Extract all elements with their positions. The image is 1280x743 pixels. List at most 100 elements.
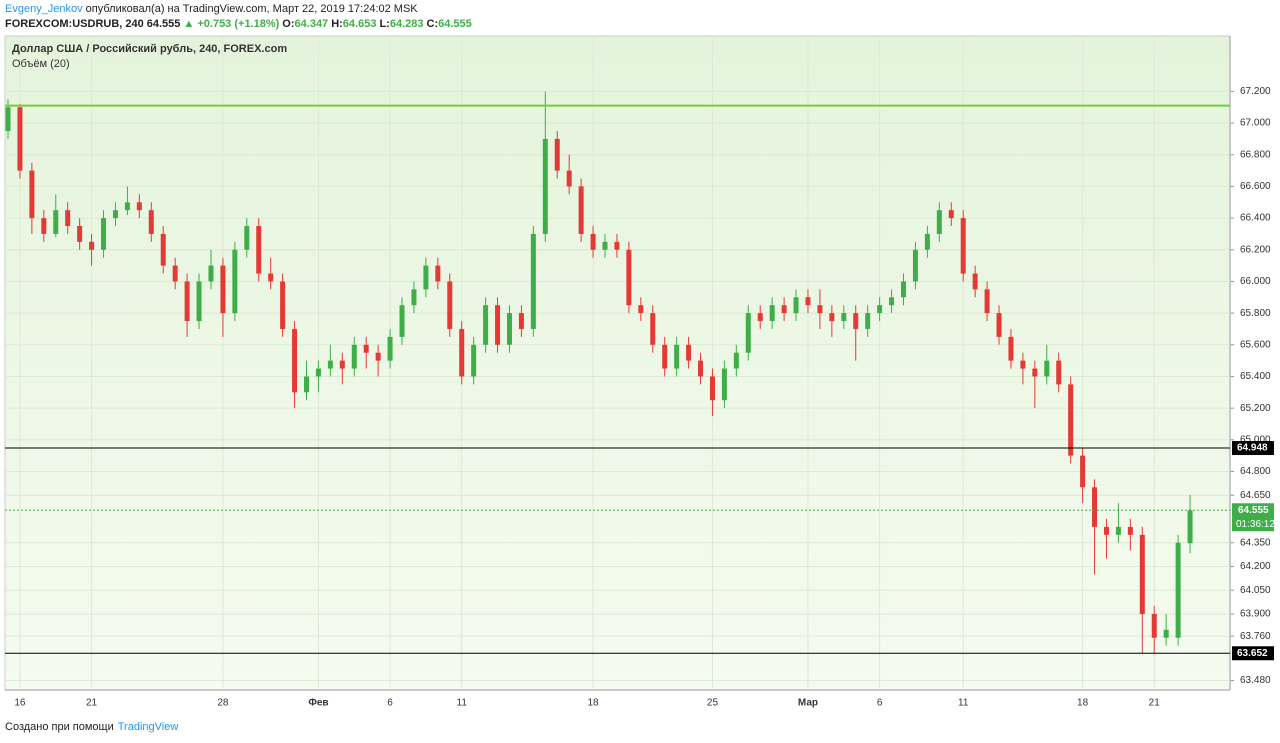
brand-link[interactable]: TradingView <box>117 721 179 733</box>
candle-body <box>387 336 393 361</box>
y-tick-label: 65.400 <box>1240 371 1271 382</box>
candle-body <box>256 226 262 274</box>
candle-body <box>1151 613 1157 638</box>
candle-body <box>721 368 727 401</box>
chart-title: Доллар США / Российский рубль, 240, FORE… <box>12 43 287 55</box>
candle-body <box>542 138 548 234</box>
y-tick-label: 63.480 <box>1240 675 1271 686</box>
candle-body <box>984 289 990 314</box>
symbol: FOREXCOM:USDRUB, 240 <box>5 18 144 30</box>
candle-body <box>865 313 871 329</box>
x-tick-label: 16 <box>14 698 26 709</box>
candle-body <box>1020 360 1026 369</box>
candle-body <box>1056 360 1062 385</box>
candle-body <box>280 281 286 329</box>
candle-body <box>208 265 214 282</box>
candle-body <box>363 344 369 353</box>
candle-body <box>136 202 142 211</box>
footer-text: Создано при помощи <box>5 721 114 733</box>
candle-body <box>793 297 799 314</box>
c-label: C: <box>426 18 439 30</box>
candle-body <box>686 344 692 361</box>
l-label: L: <box>379 18 390 30</box>
y-tick-label: 64.050 <box>1240 585 1271 596</box>
x-tick-label: 21 <box>1149 698 1161 709</box>
y-tick-label: 65.600 <box>1240 339 1271 350</box>
plot-area <box>4 35 1231 691</box>
candle-body <box>614 241 620 250</box>
symbol-line: FOREXCOM:USDRUB, 240 64.555 ▲ +0.753 (+1.1… <box>5 18 475 30</box>
y-tick-label: 64.800 <box>1240 466 1271 477</box>
candle-body <box>483 305 489 345</box>
candle-body <box>733 352 739 369</box>
candle-body <box>411 289 417 306</box>
candle-body <box>996 313 1002 337</box>
candle-body <box>506 313 512 345</box>
candle-body <box>877 305 883 314</box>
candle-body <box>1163 629 1169 638</box>
published: опубликовал(а) на TradingView.com, Март … <box>85 3 418 15</box>
candle-body <box>674 344 680 369</box>
price-tag <box>1232 646 1274 661</box>
candle-body <box>912 249 918 282</box>
candle-body <box>650 313 656 345</box>
last-price-tag <box>1232 503 1274 532</box>
candle-body <box>315 368 321 377</box>
candle-body <box>853 313 859 329</box>
volume-label: Объём (20) <box>12 58 70 70</box>
author-link[interactable]: Evgeny_Jenkov <box>5 3 83 15</box>
candle-body <box>709 376 715 401</box>
candle-body <box>1008 336 1014 361</box>
y-tick-label: 65.200 <box>1240 403 1271 414</box>
price-tag-label: 63.652 <box>1237 648 1268 659</box>
candle-body <box>530 233 536 329</box>
candle-body <box>327 360 333 369</box>
candle-body <box>41 218 47 234</box>
candle-body <box>124 202 130 211</box>
candle-body <box>29 170 35 219</box>
candle-body <box>5 107 11 132</box>
candle-body <box>972 273 978 290</box>
candle-body <box>471 344 477 377</box>
o-label: O: <box>282 18 295 30</box>
candle-body <box>89 241 95 250</box>
candle-body <box>351 344 357 369</box>
y-tick-label: 64.350 <box>1240 537 1271 548</box>
candle-body <box>924 233 930 250</box>
candle-body <box>268 273 274 282</box>
candle-body <box>901 281 906 298</box>
candle-body <box>1092 487 1098 527</box>
y-tick-label: 66.200 <box>1240 244 1271 255</box>
candle-body <box>1103 526 1109 535</box>
candle-body <box>1187 510 1193 544</box>
candle-body <box>423 265 429 290</box>
candle-body <box>65 210 71 227</box>
countdown-label: 01:36:12 <box>1236 519 1275 530</box>
h-label: H: <box>331 18 343 30</box>
candle-body <box>1115 526 1121 535</box>
candle-body <box>948 210 954 219</box>
candle-body <box>148 210 154 234</box>
candle-body <box>1080 455 1086 488</box>
x-tick-label: 28 <box>217 698 229 709</box>
candle-body <box>578 186 584 234</box>
candle-body <box>304 376 309 393</box>
candle-body <box>399 305 405 337</box>
candle-body <box>339 360 345 369</box>
change: ▲ +0.753 (+1.18%) <box>183 18 280 30</box>
price-tag <box>1232 441 1274 456</box>
candle-body <box>1044 360 1050 377</box>
y-tick-label: 63.900 <box>1240 609 1271 620</box>
x-tick-label: 6 <box>387 698 393 709</box>
candle-body <box>53 210 59 234</box>
c-value: 64.555 <box>438 18 472 30</box>
candle-body <box>244 226 250 250</box>
candle-body <box>745 313 751 353</box>
candle-body <box>638 305 644 314</box>
candle-body <box>112 210 118 219</box>
candle-body <box>602 241 608 250</box>
l-value: 64.283 <box>389 18 424 30</box>
y-tick-label: 66.600 <box>1240 181 1271 192</box>
candle-body <box>172 265 178 282</box>
candle-body <box>757 313 763 322</box>
